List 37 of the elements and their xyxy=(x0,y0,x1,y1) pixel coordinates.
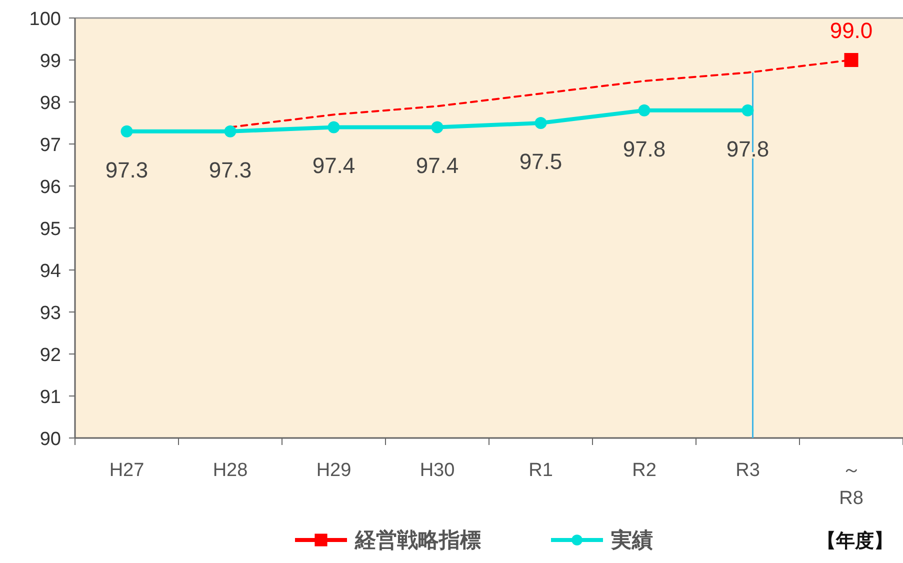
y-tick-label: 93 xyxy=(40,303,61,324)
data-label: 97.3 xyxy=(105,157,148,182)
y-tick-label: 95 xyxy=(40,219,61,240)
point xyxy=(638,104,650,116)
data-label: 97.3 xyxy=(208,157,252,182)
data-label: 97.4 xyxy=(416,153,459,178)
x-tick-label: ～ R8 xyxy=(839,460,864,509)
y-tick-label: 97 xyxy=(40,135,61,156)
x-axis-title: 【年度】 xyxy=(817,530,893,552)
point xyxy=(224,125,236,138)
x-tick-label: H29 xyxy=(316,460,352,481)
y-tick-label: 100 xyxy=(29,9,61,30)
point xyxy=(431,121,444,134)
data-label: 97.5 xyxy=(519,149,562,174)
data-label: 99.0 xyxy=(830,18,873,43)
data-label: 97.8 xyxy=(622,136,666,162)
x-tick-label: H30 xyxy=(420,460,455,481)
point xyxy=(534,117,547,129)
point xyxy=(120,125,133,138)
y-tick-label: 98 xyxy=(40,93,61,114)
x-tick-label: R2 xyxy=(632,460,656,481)
point xyxy=(328,121,340,134)
y-tick-label: 92 xyxy=(40,345,61,366)
legend-label: 経営戦略指標 xyxy=(354,529,481,552)
y-tick-label: 91 xyxy=(40,387,61,408)
x-tick-label: H28 xyxy=(212,460,248,481)
x-tick-label: R1 xyxy=(528,460,553,481)
legend-label: 実績 xyxy=(610,528,653,552)
y-tick-label: 90 xyxy=(40,429,61,450)
x-tick-label: H27 xyxy=(109,460,144,481)
x-tick-label: R3 xyxy=(736,460,760,481)
y-tick-label: 99 xyxy=(40,51,61,72)
point xyxy=(844,53,858,67)
point xyxy=(742,104,754,116)
data-label: 97.4 xyxy=(312,153,356,178)
y-tick-label: 94 xyxy=(40,261,62,282)
y-tick-label: 96 xyxy=(40,177,61,198)
